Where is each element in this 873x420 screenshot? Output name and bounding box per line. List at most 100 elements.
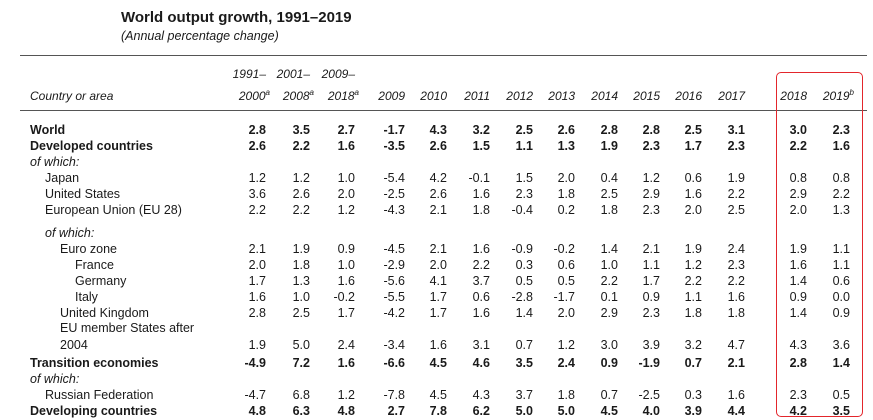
table-cell: 4.4: [727, 404, 745, 418]
table-cell: 4.5: [600, 404, 618, 418]
table-cell: 1.1: [832, 258, 850, 272]
table-cell: 2.7: [337, 123, 355, 137]
table-cell: 2.0: [248, 258, 266, 272]
table-cell: -3.4: [383, 338, 405, 352]
table-cell: 2.3: [789, 388, 807, 402]
table-cell: 1.6: [789, 258, 807, 272]
table-cell: 0.9: [832, 306, 850, 320]
table-cell: 1.2: [642, 171, 660, 185]
table-row: Developed countries 2.6 2.2 1.6 -3.5 2.6 1.5 1.…: [0, 138, 873, 154]
column-header: 2012: [506, 89, 533, 103]
table-cell: 2.1: [727, 356, 745, 370]
table-cell: -5.5: [383, 290, 405, 304]
table-cell: 0.5: [557, 274, 575, 288]
table-cell: -2.5: [638, 388, 660, 402]
table-cell: 2.2: [248, 203, 266, 217]
table-cell: 4.3: [472, 388, 490, 402]
table-cell: 1.1: [684, 290, 702, 304]
table-cell: 3.7: [515, 388, 533, 402]
top-rule: [20, 55, 867, 56]
table-cell: 4.3: [429, 123, 447, 137]
table-cell: 2.1: [429, 242, 447, 256]
table-cell: -4.3: [383, 203, 405, 217]
table-cell: 1.2: [684, 258, 702, 272]
table-cell: -4.9: [244, 356, 266, 370]
table-cell: 7.8: [429, 404, 447, 418]
table-cell: 0.7: [515, 338, 533, 352]
table-cell: 0.5: [515, 274, 533, 288]
table-cell: 1.7: [429, 306, 447, 320]
table-cell: 4.2: [789, 404, 807, 418]
row-label: of which:: [30, 372, 80, 386]
table-cell: 1.8: [292, 258, 310, 272]
column-header: 2019b: [822, 88, 854, 104]
table-cell: 2.6: [429, 139, 447, 153]
table-cell: 1.7: [248, 274, 266, 288]
table-cell: 1.8: [727, 306, 745, 320]
table-cell: 1.9: [727, 171, 745, 185]
table-cell: -0.2: [333, 290, 355, 304]
table-cell: 2.1: [642, 242, 660, 256]
table-cell: -1.9: [638, 356, 660, 370]
table-cell: 1.0: [337, 171, 355, 185]
row-label: European Union (EU 28): [45, 203, 182, 217]
table-cell: 2.3: [727, 258, 745, 272]
table-row: Japan 1.2 1.2 1.0 -5.4 4.2 -0.1 1.5 2.0 0.4 1.2 0.6…: [0, 170, 873, 186]
column-header: 2013: [548, 89, 575, 103]
column-header: 2011: [464, 89, 490, 103]
table-cell: 2.6: [248, 139, 266, 153]
table-cell: 1.7: [642, 274, 660, 288]
table-cell: 4.8: [337, 404, 355, 418]
table-cell: 1.2: [292, 171, 310, 185]
table-cell: 0.9: [789, 290, 807, 304]
table-cell: 6.8: [292, 388, 310, 402]
table-cell: 1.8: [472, 203, 490, 217]
table-cell: 0.7: [600, 388, 618, 402]
table-row: 2004 1.9 5.0 2.4 -3.4 1.6 3.1 0.7 1.2 3.0 3.9 3.2 4.…: [0, 337, 873, 353]
table-cell: 3.0: [600, 338, 618, 352]
table-cell: 3.2: [684, 338, 702, 352]
table-row: Transition economies -4.9 7.2 1.6 -6.6 4.5 4.6…: [0, 355, 873, 371]
table-row: EU member States after: [0, 320, 873, 336]
table-cell: 3.5: [515, 356, 533, 370]
table-cell: 1.1: [515, 139, 533, 153]
table-cell: 2.2: [600, 274, 618, 288]
column-header: 2015: [633, 89, 660, 103]
table-cell: 3.2: [472, 123, 490, 137]
row-label: France: [75, 258, 114, 272]
table-cell: 3.5: [292, 123, 310, 137]
table-cell: -2.5: [383, 187, 405, 201]
column-header: 2016: [675, 89, 702, 103]
table-cell: 0.0: [832, 290, 850, 304]
table-cell: 4.6: [472, 356, 490, 370]
row-label: Italy: [75, 290, 98, 304]
table-cell: 4.0: [642, 404, 660, 418]
table-cell: 2.8: [248, 123, 266, 137]
table-cell: 1.7: [337, 306, 355, 320]
table-cell: 2.5: [515, 123, 533, 137]
table-cell: 0.3: [515, 258, 533, 272]
table-cell: 1.7: [684, 139, 702, 153]
table-cell: 2.6: [557, 123, 575, 137]
table-cell: 4.3: [789, 338, 807, 352]
table-cell: 2.0: [337, 187, 355, 201]
table-cell: 1.4: [600, 242, 618, 256]
table-cell: -4.7: [244, 388, 266, 402]
table-cell: 0.1: [600, 290, 618, 304]
table-cell: 6.3: [292, 404, 310, 418]
row-label: Germany: [75, 274, 127, 288]
table-cell: 2.2: [472, 258, 490, 272]
table-cell: 2.0: [557, 171, 575, 185]
table-cell: 2.8: [600, 123, 618, 137]
table-cell: 1.1: [642, 258, 660, 272]
table-cell: 0.7: [684, 356, 702, 370]
table-cell: 5.0: [557, 404, 575, 418]
table-cell: 1.4: [832, 356, 850, 370]
table-cell: 2.9: [600, 306, 618, 320]
table-cell: 2.4: [727, 242, 745, 256]
table-cell: 2.5: [600, 187, 618, 201]
table-cell: -0.1: [468, 171, 490, 185]
table-cell: 2.2: [789, 139, 807, 153]
table-cell: -5.4: [383, 171, 405, 185]
table-cell: 0.9: [337, 242, 355, 256]
